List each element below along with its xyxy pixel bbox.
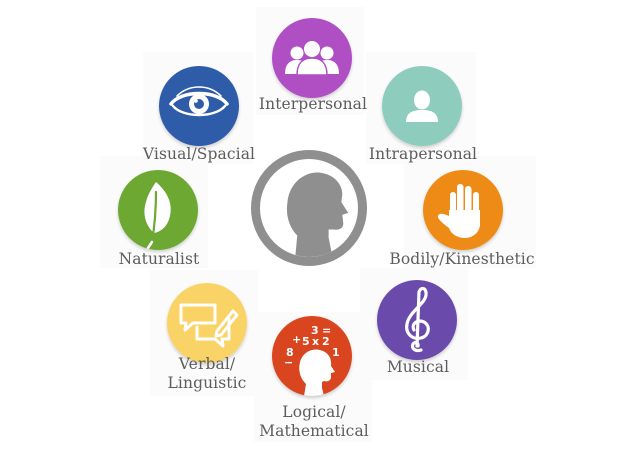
math-symbol: 1 <box>332 346 340 359</box>
interpersonal-circle <box>272 18 352 98</box>
musical-circle <box>377 280 457 360</box>
treble-clef-icon <box>405 286 430 353</box>
raised-hand-icon <box>437 184 480 238</box>
visual-label: Visual/Spacial <box>142 145 256 163</box>
human-head-profile-icon <box>286 172 349 257</box>
verbal-circle <box>167 283 247 363</box>
logical-circle: 3 = + 5 x 2 8 1 − <box>272 316 352 396</box>
math-symbol: 5 <box>302 335 310 348</box>
intrapersonal-circle <box>382 66 462 146</box>
musical-label: Musical <box>386 358 450 376</box>
eye-icon <box>169 86 229 117</box>
logical-label-line1: Logical/ <box>282 403 346 421</box>
verbal-label-line1: Verbal/ <box>178 355 236 373</box>
bodily-label: Bodily/Kinesthetic <box>389 250 535 268</box>
speech-bubbles-pencil-icon <box>179 303 239 348</box>
verbal-label-line2: Linguistic <box>167 374 247 392</box>
naturalist-circle <box>118 170 198 250</box>
math-symbol: − <box>284 356 293 369</box>
interpersonal-label: Interpersonal <box>258 95 368 113</box>
intrapersonal-label: Intrapersonal <box>368 145 478 163</box>
logical-label-line2: Mathematical <box>259 422 369 440</box>
naturalist-label: Naturalist <box>118 250 200 268</box>
single-person-icon <box>406 90 438 122</box>
center-head-circle <box>251 150 367 266</box>
group-of-people-icon <box>285 41 339 76</box>
leaf-icon <box>144 182 171 250</box>
math-symbol: x <box>312 335 319 348</box>
math-symbol: 2 <box>322 335 330 348</box>
math-symbol: = <box>322 324 331 337</box>
visual-circle <box>159 66 239 146</box>
math-symbol: + <box>292 333 301 346</box>
math-symbol: 8 <box>286 346 294 359</box>
bodily-circle <box>423 170 503 250</box>
math-symbol: 3 <box>311 324 319 337</box>
head-with-numbers-icon: 3 = + 5 x 2 8 1 − <box>284 324 340 396</box>
